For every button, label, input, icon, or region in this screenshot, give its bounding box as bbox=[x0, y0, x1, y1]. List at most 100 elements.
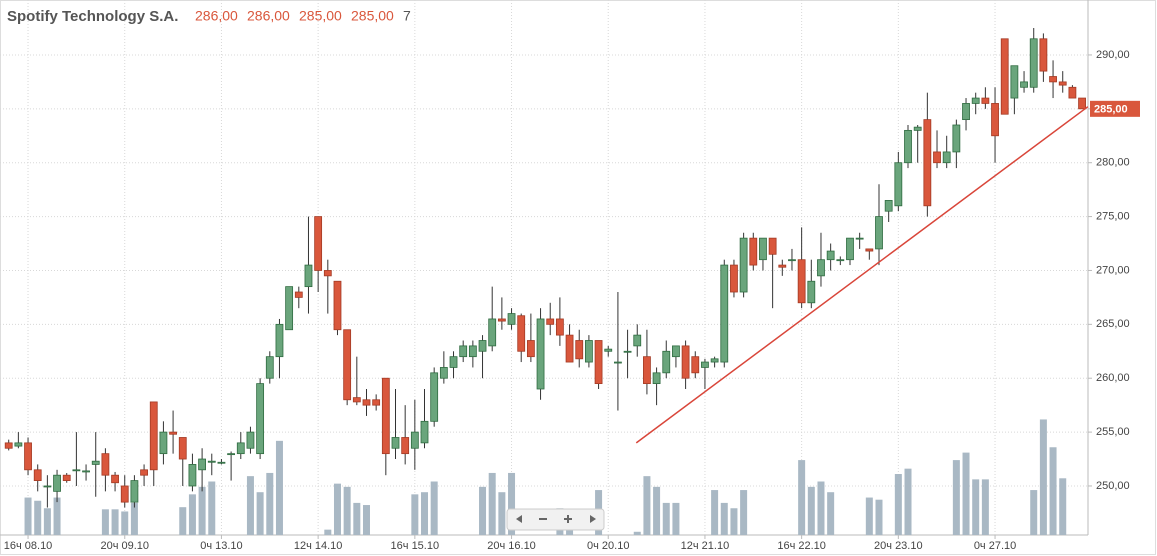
candle-body bbox=[207, 460, 216, 463]
candle-body bbox=[904, 129, 912, 164]
candle-body bbox=[24, 442, 32, 471]
volume-bar bbox=[421, 492, 429, 535]
candle-body bbox=[33, 469, 42, 481]
candle-body bbox=[140, 469, 148, 476]
volume-bar bbox=[24, 497, 32, 535]
candle-body bbox=[101, 453, 110, 476]
volume-bar bbox=[508, 472, 516, 535]
candle-body bbox=[933, 151, 941, 164]
candle-body bbox=[643, 356, 651, 385]
candle-body bbox=[381, 377, 390, 455]
volume-bar bbox=[208, 481, 216, 535]
volume-bar bbox=[256, 492, 264, 535]
candle-body bbox=[942, 151, 951, 164]
candle-body bbox=[507, 313, 516, 325]
candle-body bbox=[614, 361, 622, 364]
candle-body bbox=[352, 397, 361, 403]
candle-body bbox=[1020, 81, 1028, 88]
candle-body bbox=[178, 437, 187, 460]
candle-body bbox=[846, 237, 854, 261]
volume-bar bbox=[121, 511, 129, 535]
candle-body bbox=[323, 270, 332, 277]
y-tick-label: 250,00 bbox=[1096, 480, 1130, 492]
candle-body bbox=[807, 280, 816, 304]
y-tick-label: 280,00 bbox=[1096, 157, 1130, 169]
y-tick-label: 265,00 bbox=[1096, 318, 1130, 330]
candle-body bbox=[991, 103, 999, 137]
header-close: 285,00 bbox=[351, 8, 394, 24]
volume-bar bbox=[972, 479, 980, 535]
volume-bar bbox=[662, 502, 670, 535]
header-open: 286,00 bbox=[195, 8, 238, 24]
candle-body bbox=[536, 318, 545, 390]
candle-layer bbox=[4, 28, 1086, 508]
volume-bar bbox=[101, 509, 109, 535]
volume-bar bbox=[981, 479, 989, 535]
volume-bar bbox=[53, 497, 61, 535]
x-tick-label: 0ч 20.10 bbox=[587, 540, 629, 552]
candle-body bbox=[788, 259, 796, 262]
volume-bar bbox=[488, 472, 496, 535]
volume-bar bbox=[343, 486, 351, 535]
volume-bar bbox=[817, 481, 825, 535]
candle-body bbox=[730, 264, 738, 293]
nav-zoom-out[interactable] bbox=[539, 518, 547, 520]
nav-right[interactable] bbox=[590, 515, 596, 523]
volume-bar bbox=[807, 486, 815, 535]
volume-bar bbox=[266, 472, 274, 535]
candle-body bbox=[304, 264, 313, 288]
volume-bar bbox=[362, 505, 370, 535]
y-tick-label: 275,00 bbox=[1096, 210, 1130, 222]
volume-bar bbox=[275, 440, 283, 535]
x-tick-label: 0ч 27.10 bbox=[974, 540, 1016, 552]
candle-body bbox=[294, 291, 303, 298]
header-low: 285,00 bbox=[299, 8, 342, 24]
candle-body bbox=[459, 345, 468, 358]
trend-line bbox=[635, 106, 1089, 444]
candle-body bbox=[430, 372, 439, 422]
candle-body bbox=[478, 340, 487, 352]
candle-body bbox=[594, 340, 603, 385]
nav-left[interactable] bbox=[516, 515, 522, 523]
candle-body bbox=[865, 248, 874, 252]
candle-body bbox=[1078, 97, 1086, 110]
candle-body bbox=[372, 399, 381, 406]
x-tick-label: 12ч 21.10 bbox=[681, 540, 730, 552]
candle-body bbox=[4, 442, 13, 449]
candle-body bbox=[565, 334, 574, 363]
candle-body bbox=[449, 356, 458, 368]
candle-body bbox=[1000, 38, 1009, 115]
candle-body bbox=[672, 345, 680, 358]
y-tick-label: 255,00 bbox=[1096, 426, 1130, 438]
candle-body bbox=[855, 237, 864, 240]
candle-body bbox=[875, 216, 883, 250]
candle-body bbox=[420, 420, 429, 444]
candle-body bbox=[256, 383, 265, 455]
candle-body bbox=[62, 474, 71, 481]
volume-bar bbox=[353, 502, 361, 535]
nav-panel bbox=[506, 508, 605, 531]
candle-body bbox=[53, 474, 61, 492]
candle-body bbox=[391, 437, 400, 449]
candle-body bbox=[952, 124, 961, 153]
candle-body bbox=[401, 437, 410, 455]
candle-body bbox=[759, 237, 767, 261]
volume-bar bbox=[711, 490, 719, 535]
candle-body bbox=[488, 318, 497, 347]
header-high: 286,00 bbox=[247, 8, 290, 24]
volume-bar bbox=[952, 460, 960, 535]
candle-body bbox=[710, 358, 719, 363]
volume-bar bbox=[740, 490, 748, 535]
x-tick-label: 12ч 14.10 bbox=[294, 540, 343, 552]
volume-bar bbox=[1049, 447, 1057, 535]
volume-bar bbox=[730, 508, 738, 535]
candle-body bbox=[546, 318, 555, 325]
volume-bar bbox=[479, 486, 487, 535]
candle-body bbox=[778, 264, 787, 268]
candle-body bbox=[517, 315, 526, 352]
nav-zoom-in[interactable] bbox=[564, 515, 572, 523]
candle-body bbox=[797, 259, 806, 304]
candle-body bbox=[439, 367, 448, 379]
